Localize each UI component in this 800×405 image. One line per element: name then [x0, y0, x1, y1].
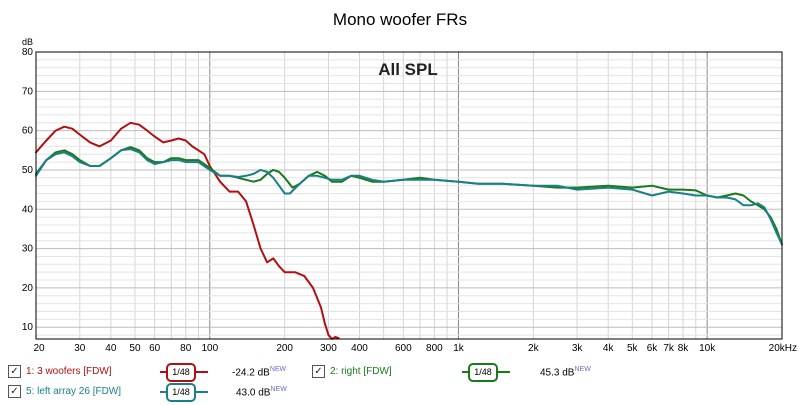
chart-annotation: All SPL: [378, 60, 438, 79]
y-tick-label: 60: [22, 126, 34, 137]
series-line-1: [35, 121, 340, 340]
series-1-label: 1: 3 woofers [FDW]: [26, 366, 112, 377]
series-5-label: 5: left array 26 [FDW]: [26, 386, 122, 397]
x-tick-label: 30: [74, 343, 86, 354]
y-tick-label: 40: [22, 204, 34, 215]
series-2-checkbox[interactable]: ✓: [312, 365, 325, 378]
y-axis-unit-label: dB: [22, 37, 33, 47]
y-tick-label: 80: [22, 47, 34, 58]
series-lines: [35, 121, 783, 340]
x-tick-label: 40: [105, 343, 117, 354]
y-tick-label: 30: [22, 244, 34, 255]
series-5-value: 43.0 dBNEW: [236, 386, 287, 399]
new-badge: NEW: [574, 366, 591, 373]
x-tick-label: 20kHz: [769, 343, 797, 354]
x-tick-labels: 20 30 40 50 60 80 100 200 300 400 600 800 1k 2k 3k 4k 5k…: [33, 343, 797, 354]
legend-row-1: ✓ 1: 3 woofers [FDW] 1/48 -24.2 dBNEW ✓ …: [0, 362, 800, 382]
y-tick-label: 10: [22, 322, 34, 333]
x-tick-label: 800: [426, 343, 443, 354]
x-tick-label: 5k: [627, 343, 639, 354]
plot-area: [36, 52, 782, 339]
y-tick-label: 50: [22, 165, 34, 176]
x-tick-label: 2k: [528, 343, 540, 354]
series-5-smoothing-button[interactable]: 1/48: [166, 383, 196, 402]
series-5-checkbox[interactable]: ✓: [8, 385, 21, 398]
x-tick-label: 10k: [699, 343, 716, 354]
series-1-value: -24.2 dBNEW: [232, 366, 287, 379]
x-tick-label: 3k: [572, 343, 584, 354]
x-tick-label: 20: [33, 343, 45, 354]
series-2-value: 45.3 dBNEW: [540, 366, 591, 379]
chart-title: Mono woofer FRs: [333, 10, 467, 29]
series-2-label: 2: right [FDW]: [330, 366, 392, 377]
x-tick-label: 7k: [663, 343, 675, 354]
legend-row-2: ✓ 5: left array 26 [FDW] 1/48 43.0 dBNEW: [0, 382, 800, 402]
x-tick-label: 300: [320, 343, 337, 354]
series-1-checkbox[interactable]: ✓: [8, 365, 21, 378]
new-badge: NEW: [269, 366, 287, 373]
x-tick-label: 400: [351, 343, 368, 354]
plot-border: [35, 51, 783, 340]
x-tick-label: 50: [129, 343, 141, 354]
x-tick-label: 60: [149, 343, 161, 354]
x-tick-label: 8k: [678, 343, 690, 354]
x-tick-label: 80: [180, 343, 192, 354]
series-line-3: [35, 148, 783, 246]
y-tick-label: 20: [22, 283, 34, 294]
x-tick-label: 4k: [603, 343, 615, 354]
grid-lines: [36, 52, 782, 339]
series-line-2: [35, 146, 783, 246]
frequency-response-chart: Mono woofer FRs dB 10 20 30 40 50 60 70 80 20 30…: [22, 10, 797, 354]
new-badge: NEW: [270, 386, 287, 393]
series-1-smoothing-button[interactable]: 1/48: [166, 363, 196, 382]
x-tick-label: 1k: [453, 343, 465, 354]
x-tick-label: 100: [201, 343, 218, 354]
x-tick-label: 6k: [647, 343, 659, 354]
x-tick-label: 200: [276, 343, 293, 354]
x-tick-label: 600: [395, 343, 412, 354]
y-tick-labels: 10 20 30 40 50 60 70 80: [22, 47, 34, 333]
y-tick-label: 70: [22, 86, 34, 97]
series-2-smoothing-button[interactable]: 1/48: [468, 363, 498, 382]
